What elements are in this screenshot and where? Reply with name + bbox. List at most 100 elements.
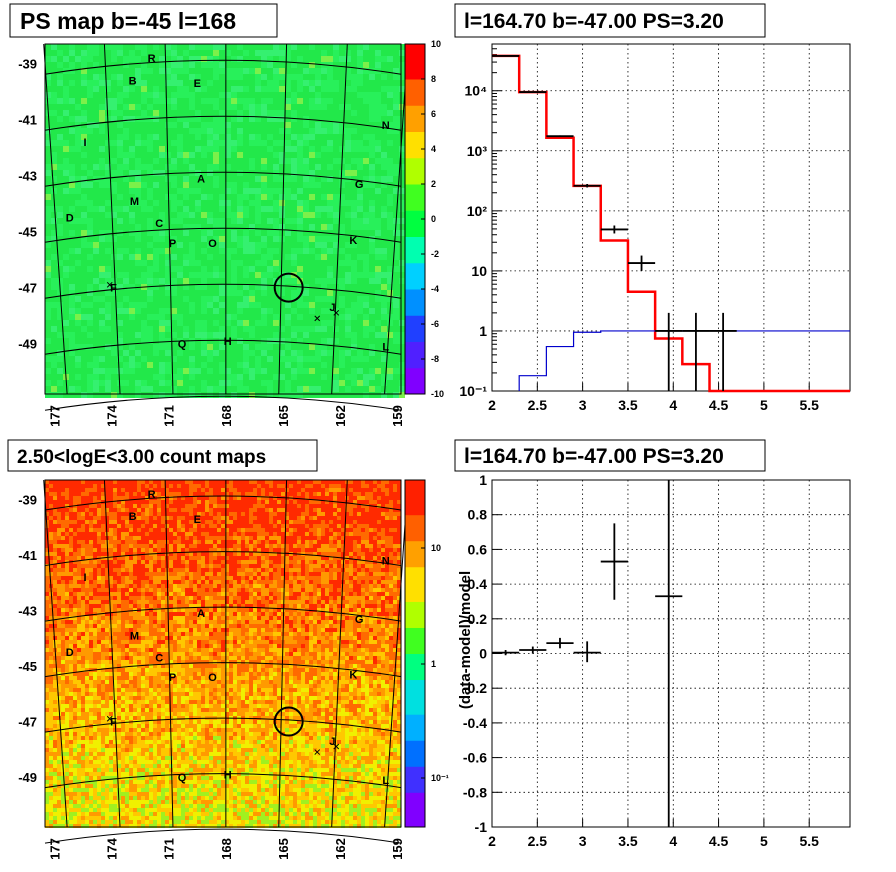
source-marker [106,715,113,722]
y-tick-label: 10³ [467,143,488,159]
colorbar-tick-label: 10⁻¹ [431,773,449,783]
map-b-tick-label: -39 [18,492,37,507]
colorbar-frame [404,479,426,828]
data-point [627,255,656,271]
y-tick-label: -1 [475,819,488,835]
source-label: C [155,653,163,665]
source-label: O [208,238,217,250]
data-point [655,312,683,391]
colorbar-tick-label: 6 [431,109,436,119]
residual-panel: (data-model)/model 2 2.5 3 3.5 4 4.5 5 5.5 -1 -0.… [457,472,851,849]
y-tick-label: 0.6 [468,541,488,557]
x-tick-label: 3 [579,397,587,413]
source-label: H [224,336,232,348]
map-b-tick-label: -39 [18,57,37,72]
title-spectrum: l=164.70 b=-47.00 PS=3.20 [464,10,724,33]
map-b-tick-label: -41 [18,548,37,563]
grid-longitude-line [103,43,121,395]
model-histogram [492,54,850,393]
source-label: O [208,672,217,684]
colorbar-tick-label: 10 [431,543,441,553]
x-tick-label: 4.5 [709,397,729,413]
map-b-tick-label: -45 [18,659,37,674]
y-tick-label: -0.8 [463,784,487,800]
residual-point [519,646,547,654]
title-box-ps-map: PS map b=-45 l=168 [9,3,278,38]
source-label: I [83,137,86,149]
map-b-tick-label: -49 [18,770,37,785]
map-l-tick-label: 159 [390,838,405,860]
source-circle [273,272,304,303]
data-point [709,312,737,391]
source-label: E [194,514,201,526]
grid-longitude-line [43,43,68,395]
title-box-count-map: 2.50<logE<3.00 count maps [7,439,318,472]
residual-frame [491,479,851,828]
source-label: B [129,511,137,523]
y-tick-label: 0.4 [468,576,488,592]
source-label: Q [178,772,187,784]
coordinate-grid [43,479,409,844]
source-label: F [110,717,117,729]
source-label: A [197,608,205,620]
source-label: M [130,630,139,642]
x-tick-label: 5 [760,397,768,413]
map-b-tick-label: -45 [18,225,37,240]
map-l-tick-label: 174 [105,404,120,426]
background-histogram [518,330,850,391]
map-l-tick-label: 165 [276,405,291,427]
x-tick-label: 5.5 [799,833,819,849]
source-label: P [169,672,176,684]
y-tick-label: -0.2 [463,680,487,696]
source-label: C [155,218,163,230]
x-tick-label: 3.5 [618,397,638,413]
data-point [492,55,520,57]
colorbar-tick-label: 8 [431,74,436,84]
source-label: K [349,235,357,247]
colorbar-tick-label: -8 [431,354,439,364]
source-label: A [197,173,205,185]
y-tick-label: 10⁻¹ [459,383,487,399]
spectrum-panel: 2 2.5 3 3.5 4 4.5 5 5.5 10⁻¹ 1 10 10² 10³ 10⁴ [459,43,851,413]
coordinate-grid [43,43,409,411]
source-marker [106,281,113,288]
data-point [546,135,574,138]
title-ps-map: PS map b=-45 l=168 [20,8,236,34]
grid-latitude-line [44,171,402,187]
residual-point [546,637,574,649]
data-point [573,183,601,188]
source-label: L [382,775,389,787]
map-l-tick-label: 162 [333,405,348,427]
x-tick-label: 3.5 [618,833,638,849]
grid-latitude-line [44,551,402,567]
y-tick-label: 1 [479,323,487,339]
map-l-tick-label: 174 [105,837,120,859]
source-label: D [66,647,74,659]
source-label: L [382,341,389,353]
source-marker [333,309,340,316]
source-label: J [329,302,335,314]
source-marker [314,315,321,322]
y-tick-label: 0.2 [468,611,488,627]
count-map-panel: -39 -41 -43 -45 -47 -49 177 174 171 168 165 162 159 R… [18,479,449,860]
source-label: N [382,120,390,132]
map-b-tick-label: -49 [18,337,37,352]
map-b-tick-label: -47 [18,281,37,296]
grid-latitude-line [44,606,402,622]
grid-latitude-line [44,395,402,411]
colorbar-tick-label: -4 [431,284,439,294]
y-tick-label: -0.6 [463,750,487,766]
y-tick-label: 10² [467,203,488,219]
title-residuals: l=164.70 b=-47.00 PS=3.20 [464,445,724,468]
x-tick-label: 4.5 [709,833,729,849]
title-count-map: 2.50<logE<3.00 count maps [17,447,266,468]
map-b-tick-label: -41 [18,113,37,128]
ps-map-panel: -39 -41 -43 -45 -47 -49 177 174 171 168 165 162 159 R… [18,39,444,427]
source-label: G [355,614,364,626]
x-tick-label: 5 [760,833,768,849]
map-l-tick-label: 168 [219,405,234,427]
source-label: G [355,179,364,191]
source-label: M [130,196,139,208]
map-b-tick-label: -47 [18,715,37,730]
colorbar-tick-label: 10 [431,39,441,49]
